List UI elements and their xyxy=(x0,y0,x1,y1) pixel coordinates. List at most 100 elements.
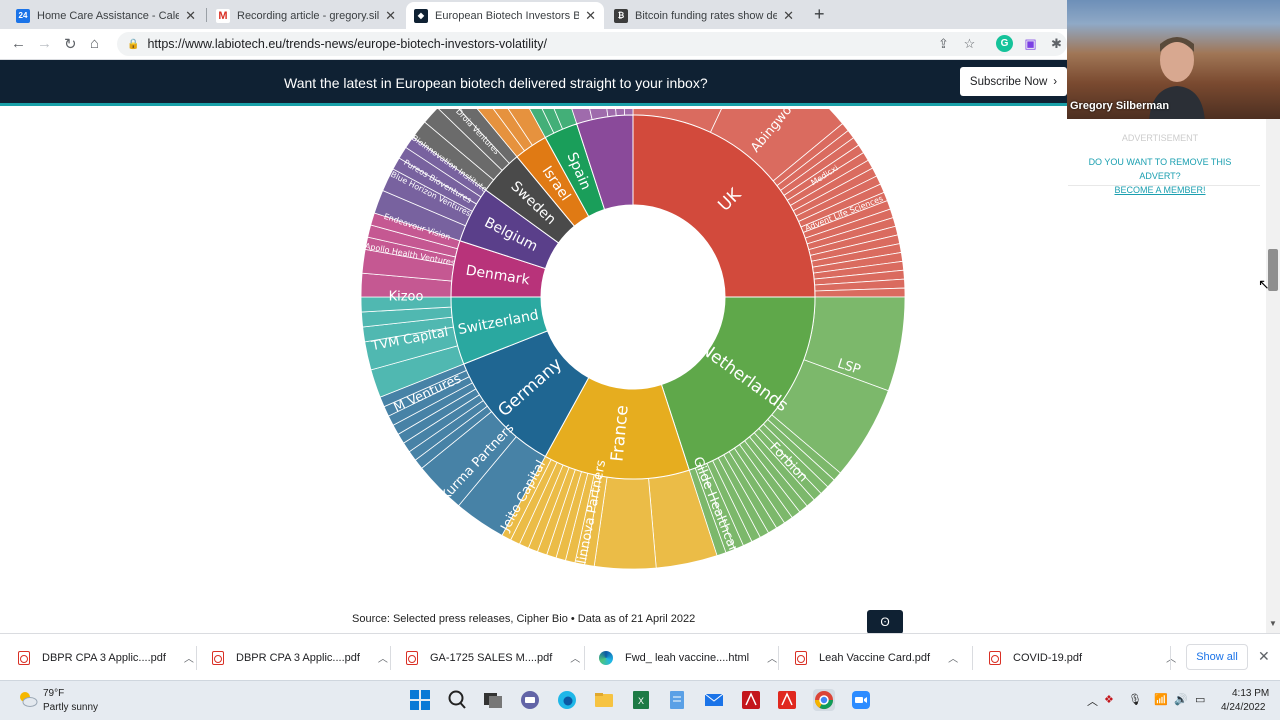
divider xyxy=(1170,646,1171,670)
download-item[interactable]: GA-1725 SALES M....pdf ︿ xyxy=(406,634,580,681)
downloads-bar: DBPR CPA 3 Applic....pdf ︿ DBPR CPA 3 Ap… xyxy=(0,633,1280,680)
remove-advert-text: DO YOU WANT TO REMOVE THIS ADVERT? xyxy=(1088,157,1232,181)
chevron-up-icon[interactable]: ︿ xyxy=(570,654,581,665)
download-item[interactable]: DBPR CPA 3 Applic....pdf ︿ xyxy=(18,634,194,681)
pdf-icon xyxy=(795,650,807,665)
battery-icon[interactable]: ▭ xyxy=(1195,694,1206,706)
new-tab-icon[interactable]: + xyxy=(814,4,825,24)
forward-icon[interactable]: → xyxy=(37,35,52,52)
partly-sunny-icon xyxy=(20,692,38,707)
grammarly-icon[interactable]: G xyxy=(996,35,1013,52)
svg-text:X: X xyxy=(638,696,644,706)
download-filename: Fwd_ leah vaccine....html xyxy=(625,651,750,664)
mail-icon[interactable] xyxy=(703,689,725,711)
dropbox-icon[interactable]: ❖ xyxy=(1104,694,1114,706)
wifi-icon[interactable]: 📶 xyxy=(1154,694,1168,706)
participant-name: Gregory Silberman xyxy=(1070,100,1170,112)
close-icon[interactable]: ✕ xyxy=(1258,648,1270,664)
tab-bitcoin[interactable]: ₿ Bitcoin funding rates show demand ✕ xyxy=(606,2,802,29)
home-icon[interactable]: ⌂ xyxy=(90,35,100,52)
close-tab-icon[interactable]: ✕ xyxy=(385,7,396,23)
download-item[interactable]: Leah Vaccine Card.pdf ︿ xyxy=(795,634,958,681)
close-tab-icon[interactable]: ✕ xyxy=(783,7,794,23)
tab-calendar[interactable]: 24 Home Care Assistance - Calendar ✕ xyxy=(8,2,204,29)
edge-icon xyxy=(599,650,613,665)
search-icon[interactable] xyxy=(446,689,468,711)
show-all-button[interactable]: Show all xyxy=(1186,644,1248,670)
task-view-icon[interactable] xyxy=(482,689,504,711)
extension-icon[interactable]: ▣ xyxy=(1024,35,1037,51)
close-tab-icon[interactable]: ✕ xyxy=(585,7,596,23)
scrollbar-thumb[interactable] xyxy=(1268,249,1278,291)
volume-icon[interactable]: 🔊 xyxy=(1174,694,1188,706)
address-bar[interactable]: 🔒 https://www.labiotech.eu/trends-news/e… xyxy=(117,32,1067,56)
teams-chat-icon[interactable] xyxy=(519,689,541,711)
download-item[interactable]: COVID-19.pdf ︿ xyxy=(989,634,1176,681)
download-filename: Leah Vaccine Card.pdf xyxy=(819,651,931,664)
tab-labiotech[interactable]: ◆ European Biotech Investors Bracing ✕ xyxy=(406,2,604,29)
chart-source: Source: Selected press releases, Cipher … xyxy=(352,613,696,625)
advertisement-label: ADVERTISEMENT xyxy=(1121,133,1199,143)
remove-advert-link[interactable]: DO YOU WANT TO REMOVE THIS ADVERT? BECOM… xyxy=(1068,155,1252,197)
chrome-icon[interactable] xyxy=(813,689,835,711)
excel-icon[interactable]: X xyxy=(630,689,652,711)
subscribe-label: Subscribe Now xyxy=(969,75,1048,88)
divider xyxy=(196,646,197,670)
mouse-cursor-icon: ↖ xyxy=(1258,276,1270,292)
pdf-icon xyxy=(989,650,1001,665)
close-tab-icon[interactable]: ✕ xyxy=(185,7,196,23)
bookmark-star-icon[interactable]: ☆ xyxy=(963,35,976,51)
outer-ring-label: Kizoo xyxy=(389,290,424,305)
zoom-icon[interactable] xyxy=(850,689,872,711)
back-icon[interactable]: ← xyxy=(11,35,26,52)
tab-title: European Biotech Investors Bracing xyxy=(435,9,580,22)
weather-temperature: 79°F xyxy=(43,688,65,699)
chevron-up-icon[interactable]: ︿ xyxy=(1087,696,1098,708)
puzzle-icon[interactable]: ✱ xyxy=(1051,35,1062,51)
sunburst-chart: UKNetherlandsFranceGermanySwitzerlandDen… xyxy=(360,109,906,581)
scrollbar[interactable]: ▼ xyxy=(1266,119,1280,633)
divider xyxy=(972,646,973,670)
pdf-icon xyxy=(212,650,224,665)
download-item[interactable]: Fwd_ leah vaccine....html ︿ xyxy=(599,634,777,681)
chevron-up-icon[interactable]: ︿ xyxy=(948,654,959,665)
download-filename: DBPR CPA 3 Applic....pdf xyxy=(42,651,166,664)
clock-date[interactable]: 4/24/2022 xyxy=(1221,702,1266,713)
newsletter-banner: Want the latest in European biotech deli… xyxy=(0,60,1068,106)
labiotech-icon: ◆ xyxy=(414,8,428,23)
browser-toolbar: ← → ↻ ⌂ 🔒 https://www.labiotech.eu/trend… xyxy=(0,29,1280,60)
chevron-up-icon[interactable]: ︿ xyxy=(1166,654,1177,665)
scroll-down-icon[interactable]: ▼ xyxy=(1269,619,1277,628)
download-item[interactable]: DBPR CPA 3 Applic....pdf ︿ xyxy=(212,634,388,681)
reload-icon[interactable]: ↻ xyxy=(64,36,77,53)
chevron-up-icon[interactable]: ︿ xyxy=(767,654,778,665)
edge-browser-icon[interactable] xyxy=(556,689,578,711)
file-explorer-icon[interactable] xyxy=(593,689,615,711)
weather-description: Partly sunny xyxy=(43,702,99,713)
acrobat-icon[interactable] xyxy=(740,689,762,711)
clock-time[interactable]: 4:13 PM xyxy=(1232,688,1270,699)
share-icon[interactable]: ⇪ xyxy=(938,35,949,51)
labiotech-logo-icon: ʘ xyxy=(867,610,903,633)
bitcoin-icon: ₿ xyxy=(614,8,628,23)
sunburst-center xyxy=(541,205,725,389)
tab-separator xyxy=(206,8,207,22)
tab-gmail[interactable]: M Recording article - gregory.silberman … xyxy=(208,2,404,29)
notepad-icon[interactable] xyxy=(666,689,688,711)
acrobat-reader-icon[interactable] xyxy=(776,689,798,711)
subscribe-button[interactable]: Subscribe Now › xyxy=(960,67,1067,96)
webcam-overlay: Gregory Silberman xyxy=(1067,0,1280,119)
pdf-icon xyxy=(18,650,30,665)
chevron-up-icon[interactable]: ︿ xyxy=(183,654,194,665)
divider xyxy=(778,646,779,670)
become-member-link[interactable]: BECOME A MEMBER! xyxy=(1114,185,1206,195)
tab-title: Recording article - gregory.silberman xyxy=(237,9,380,22)
divider xyxy=(390,646,391,670)
chevron-up-icon[interactable]: ︿ xyxy=(377,654,388,665)
microphone-icon[interactable]: 🎙 xyxy=(1128,694,1142,706)
lock-icon: 🔒 xyxy=(127,38,140,50)
windows-start-icon[interactable] xyxy=(409,689,431,711)
divider xyxy=(1068,185,1260,186)
outer-ring-label: LSP xyxy=(835,356,862,378)
article-content: UK Netherlands France Germany Switzerland Den… xyxy=(0,109,1068,633)
